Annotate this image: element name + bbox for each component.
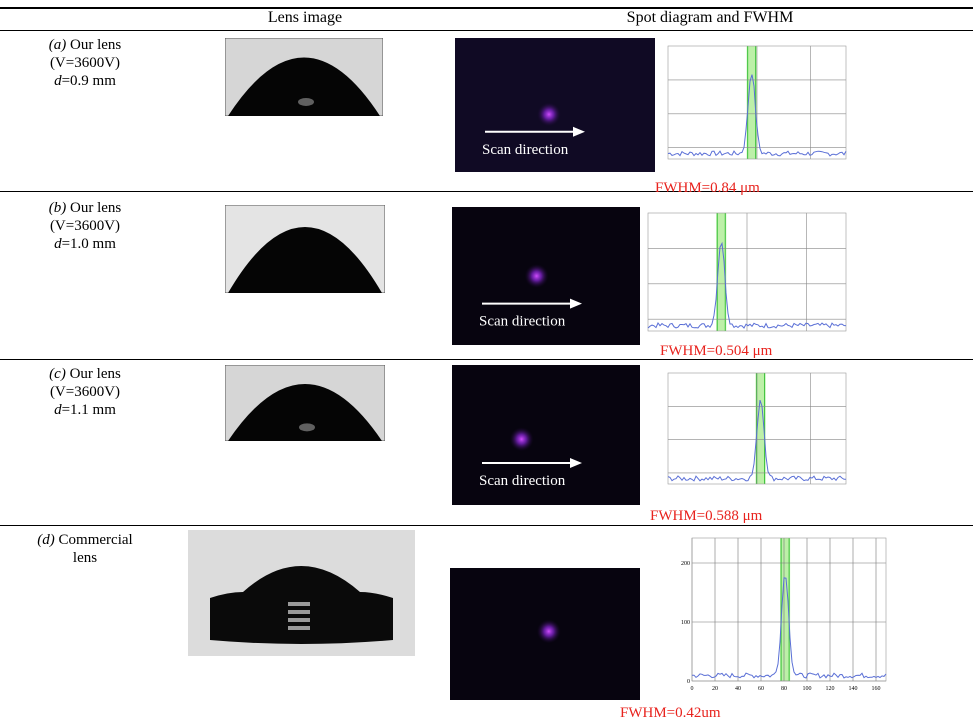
- spot-image: Scan direction: [452, 207, 640, 345]
- x-tick-label: 140: [849, 686, 858, 692]
- row-label: (c) Our lens(V=3600V)d=1.1 mm: [10, 365, 160, 419]
- label-line: (b) Our lens: [10, 199, 160, 217]
- spot-image: [450, 568, 640, 700]
- fwhm-label: FWHM=0.588 μm: [650, 508, 762, 525]
- scan-label: Scan direction: [479, 314, 566, 330]
- lens-image: [225, 365, 385, 441]
- label-value: =1.0 mm: [62, 236, 116, 252]
- lens-stripe: [288, 610, 310, 614]
- label-value: =1.1 mm: [62, 402, 116, 418]
- lens-reflection: [299, 423, 315, 431]
- row-label: (a) Our lens(V=3600V)d=0.9 mm: [10, 36, 160, 90]
- label-tag: (c): [49, 366, 66, 382]
- lens-stripe: [288, 602, 310, 606]
- x-tick-label: 120: [826, 686, 835, 692]
- lens-image: [225, 205, 385, 293]
- row-label: (b) Our lens(V=3600V)d=1.0 mm: [10, 199, 160, 253]
- scan-label: Scan direction: [482, 142, 569, 158]
- label-var: d: [54, 73, 62, 89]
- lens-image: [225, 38, 383, 116]
- label-value: =0.9 mm: [62, 73, 116, 89]
- label-line: d=1.1 mm: [10, 401, 160, 419]
- column-header: Spot diagram and FWHM: [560, 9, 860, 27]
- label-line: lens: [10, 549, 160, 567]
- x-tick-label: 60: [758, 686, 764, 692]
- fwhm-label: FWHM=0.504 μm: [660, 343, 772, 360]
- lens-stripe: [288, 618, 310, 622]
- spot-image: Scan direction: [452, 365, 640, 505]
- profile-plot: [660, 38, 850, 173]
- label-var: d: [54, 402, 62, 418]
- label-line: (d) Commercial: [10, 531, 160, 549]
- spot-image: Scan direction: [455, 38, 655, 172]
- x-tick-label: 40: [735, 686, 741, 692]
- x-tick-label: 160: [872, 686, 881, 692]
- x-tick-label: 100: [803, 686, 812, 692]
- label-tag: (a): [49, 37, 67, 53]
- profile-plot: [640, 205, 850, 345]
- plot-bg: [660, 365, 850, 498]
- y-tick-label: 0: [687, 679, 690, 685]
- header-rule: [0, 30, 973, 31]
- column-header: Lens image: [230, 9, 380, 27]
- label-voltage: (V=3600V): [10, 217, 160, 235]
- row-rule: [0, 191, 973, 192]
- scan-label: Scan direction: [479, 473, 566, 489]
- lens-reflection: [298, 98, 314, 106]
- y-tick-label: 100: [681, 620, 690, 626]
- label-line: d=1.0 mm: [10, 235, 160, 253]
- label-text: Our lens: [70, 200, 121, 216]
- lens-stripe: [288, 626, 310, 630]
- spot: [537, 102, 561, 126]
- label-voltage: (V=3600V): [10, 54, 160, 72]
- label-text: Our lens: [70, 366, 121, 382]
- label-voltage: (V=3600V): [10, 383, 160, 401]
- spot: [510, 427, 534, 451]
- label-line: (a) Our lens: [10, 36, 160, 54]
- fwhm-label: FWHM=0.84 μm: [655, 180, 760, 197]
- y-tick-label: 200: [681, 561, 690, 567]
- label-var: d: [54, 236, 62, 252]
- label-line: (c) Our lens: [10, 365, 160, 383]
- label-tag: (b): [49, 200, 67, 216]
- label-line: d=0.9 mm: [10, 72, 160, 90]
- spot: [537, 619, 561, 643]
- row-rule: [0, 525, 973, 526]
- profile-plot: 0 20 40 60 80 100 120 140 160 0 100 200: [680, 530, 890, 695]
- fwhm-label: FWHM=0.42um: [620, 705, 721, 722]
- lens-image: [188, 530, 415, 656]
- label-text: Commercial: [59, 532, 133, 548]
- page: Lens image Spot diagram and FWHM (a) Our…: [0, 0, 973, 724]
- spot: [525, 264, 549, 288]
- x-tick-label: 0: [691, 686, 694, 692]
- x-tick-label: 80: [781, 686, 787, 692]
- x-tick-label: 20: [712, 686, 718, 692]
- profile-plot: [660, 365, 850, 498]
- label-tag: (d): [37, 532, 55, 548]
- label-text: Our lens: [70, 37, 121, 53]
- row-rule: [0, 359, 973, 360]
